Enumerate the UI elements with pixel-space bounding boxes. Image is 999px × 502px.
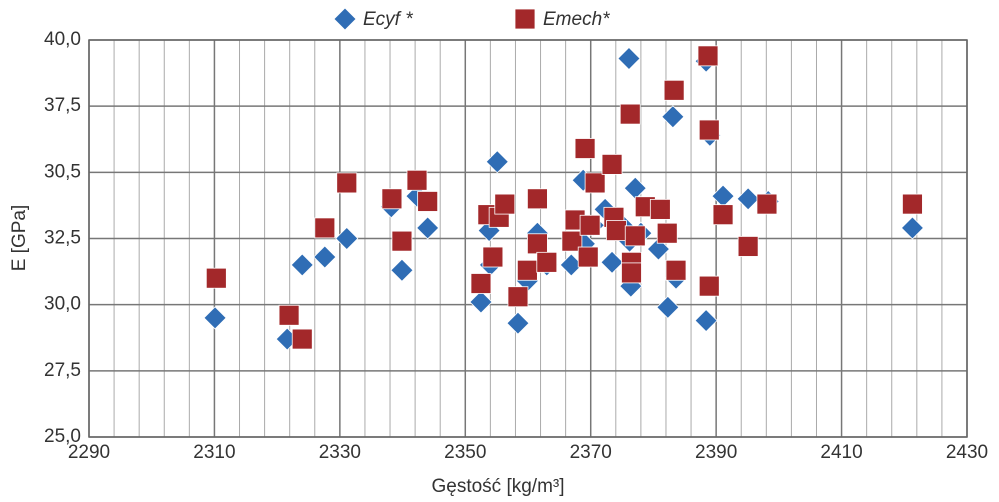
data-point: [624, 225, 646, 247]
data-point: [649, 198, 671, 220]
data-point: [482, 246, 504, 268]
data-point: [574, 138, 596, 159]
data-point: [577, 246, 599, 268]
data-point: [600, 250, 624, 274]
data-point: [390, 258, 414, 282]
data-point: [617, 46, 641, 71]
data-point: [470, 273, 492, 294]
data-point: [584, 172, 606, 194]
x-tick-label: 2330: [319, 442, 361, 463]
data-point: [694, 308, 718, 333]
legend-label: Ecyf *: [363, 9, 413, 30]
data-point: [601, 153, 623, 175]
data-point: [663, 79, 685, 101]
data-point: [661, 105, 685, 129]
x-tick-label: 2390: [695, 442, 737, 463]
data-point: [737, 236, 759, 257]
y-tick-label: 40,0: [44, 29, 81, 50]
data-point: [623, 176, 647, 200]
x-tick-label: 2290: [68, 442, 110, 463]
legend-marker: [514, 8, 536, 30]
data-point: [536, 251, 558, 273]
data-point: [507, 286, 529, 308]
data-point: [619, 103, 641, 125]
data-point: [656, 222, 678, 244]
data-point: [527, 188, 548, 210]
data-point: [561, 230, 583, 252]
data-point: [381, 188, 403, 210]
data-point: [336, 172, 358, 194]
data-point: [712, 204, 734, 226]
y-axis-label: E [GPa]: [9, 205, 30, 272]
x-tick-label: 2350: [444, 442, 486, 463]
data-point: [469, 290, 493, 314]
data-point: [579, 214, 601, 236]
y-tick-label: 30,5: [44, 161, 81, 182]
data-point: [205, 267, 227, 289]
data-point: [313, 245, 337, 269]
legend-marker: [333, 7, 357, 31]
y-tick-label: 25,0: [44, 426, 81, 447]
data-point: [203, 306, 227, 330]
data-point: [516, 259, 538, 281]
data-point: [291, 328, 313, 350]
data-point: [698, 119, 720, 141]
data-point: [900, 216, 925, 240]
data-point: [416, 216, 440, 240]
data-point: [335, 226, 359, 251]
plot-frame: [88, 39, 968, 438]
data-point: [697, 45, 719, 67]
data-point: [621, 262, 642, 284]
y-tick-label: 32,5: [44, 228, 81, 249]
x-axis-label: Gęstość [kg/m³]: [431, 476, 564, 497]
data-point: [290, 253, 314, 277]
data-point: [606, 220, 627, 241]
x-tick-label: 2370: [570, 442, 612, 463]
data-point: [494, 193, 516, 215]
x-tick-label: 2310: [193, 442, 235, 463]
data-point: [417, 191, 439, 212]
data-point: [527, 233, 548, 255]
data-point: [698, 275, 720, 297]
data-point: [756, 193, 778, 215]
data-point: [278, 304, 300, 326]
data-point: [711, 184, 735, 208]
legend-label: Emech*: [543, 9, 610, 30]
x-tick-label: 2430: [946, 442, 988, 463]
data-point: [391, 230, 413, 252]
data-point: [902, 193, 923, 215]
data-point: [665, 259, 687, 281]
x-tick-label: 2410: [820, 442, 862, 463]
y-tick-label: 37,5: [44, 95, 81, 116]
data-point: [656, 295, 680, 319]
data-point: [406, 169, 428, 191]
data-point: [736, 187, 760, 211]
data-point: [485, 150, 509, 174]
data-point: [506, 311, 530, 335]
data-point: [314, 217, 336, 239]
y-tick-label: 27,5: [44, 360, 81, 381]
y-tick-label: 30,0: [44, 294, 81, 315]
